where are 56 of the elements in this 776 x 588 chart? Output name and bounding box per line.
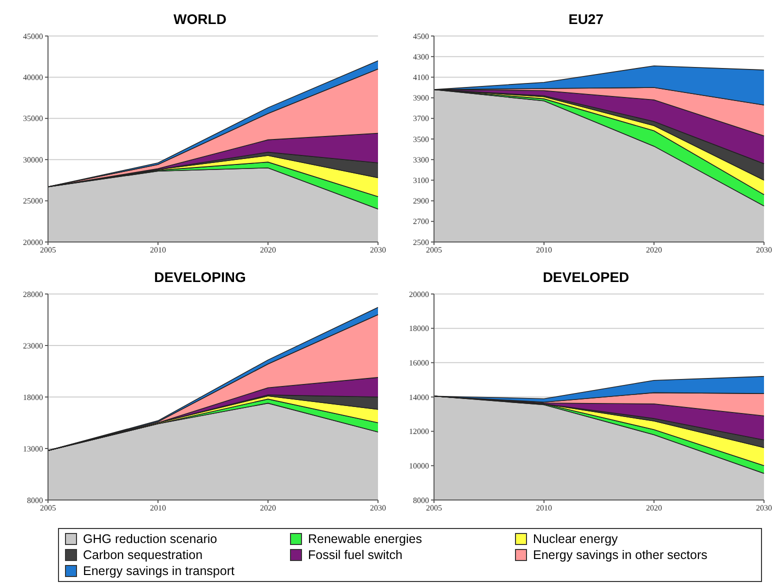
y-tick-label: 20000 — [23, 238, 43, 247]
x-tick-label: 2020 — [260, 504, 276, 513]
y-tick-label: 3500 — [413, 134, 429, 144]
y-tick-label: 23000 — [23, 341, 43, 350]
x-tick-label: 2005 — [40, 246, 56, 255]
legend-label: Energy savings in transport — [83, 564, 234, 578]
x-tick-label: 2010 — [150, 246, 166, 255]
legend-label: Renewable energies — [308, 532, 422, 546]
x-tick-label: 2030 — [756, 246, 772, 255]
y-tick-label: 12000 — [409, 427, 429, 436]
y-tick-label: 3900 — [413, 94, 429, 103]
legend-label: Carbon sequestration — [83, 548, 203, 562]
x-tick-label: 2030 — [370, 504, 386, 513]
legend-label: Energy savings in other sectors — [533, 548, 708, 562]
y-tick-label: 28000 — [23, 290, 43, 299]
y-tick-label: 2900 — [413, 196, 429, 206]
chart-title: EU27 — [567, 10, 605, 29]
x-tick-label: 2020 — [646, 246, 662, 255]
chart-title: DEVELOPED — [542, 268, 630, 287]
x-tick-label: 2005 — [40, 504, 56, 513]
x-tick-label: 2030 — [756, 504, 772, 513]
y-tick-label: 3300 — [413, 155, 429, 164]
y-tick-label: 2500 — [413, 238, 429, 247]
y-tick-label: 18000 — [23, 392, 43, 402]
y-tick-label: 4500 — [413, 32, 429, 41]
y-tick-label: 20000 — [409, 290, 429, 299]
y-tick-label: 13000 — [23, 444, 43, 454]
y-tick-label: 45000 — [23, 32, 43, 41]
x-tick-label: 2030 — [370, 246, 386, 255]
x-tick-label: 2010 — [150, 504, 166, 513]
y-tick-label: 2700 — [413, 217, 429, 226]
y-tick-label: 14000 — [409, 392, 429, 402]
legend-label: Nuclear energy — [533, 532, 618, 546]
y-tick-label: 4100 — [413, 73, 429, 82]
y-tick-label: 3700 — [413, 114, 429, 124]
y-tick-label: 3100 — [413, 176, 429, 186]
y-tick-label: 40000 — [23, 73, 43, 82]
chart-title: WORLD — [172, 10, 228, 29]
y-tick-label: 10000 — [409, 462, 429, 471]
y-tick-label: 8000 — [27, 496, 43, 505]
x-tick-label: 2020 — [260, 246, 276, 255]
y-tick-label: 25000 — [23, 196, 43, 206]
x-tick-label: 2010 — [536, 504, 552, 513]
y-tick-label: 35000 — [23, 114, 43, 124]
x-tick-label: 2005 — [426, 504, 442, 513]
x-tick-label: 2020 — [646, 504, 662, 513]
chart-title: DEVELOPING — [153, 268, 247, 287]
y-tick-label: 16000 — [409, 358, 429, 368]
legend-label: GHG reduction scenario — [83, 532, 218, 546]
y-tick-label: 30000 — [23, 155, 43, 164]
legend-label: Fossil fuel switch — [308, 548, 402, 562]
x-tick-label: 2010 — [536, 246, 552, 255]
y-tick-label: 4300 — [413, 52, 429, 62]
y-tick-label: 18000 — [409, 324, 429, 334]
y-tick-label: 8000 — [413, 496, 429, 505]
x-tick-label: 2005 — [426, 246, 442, 255]
